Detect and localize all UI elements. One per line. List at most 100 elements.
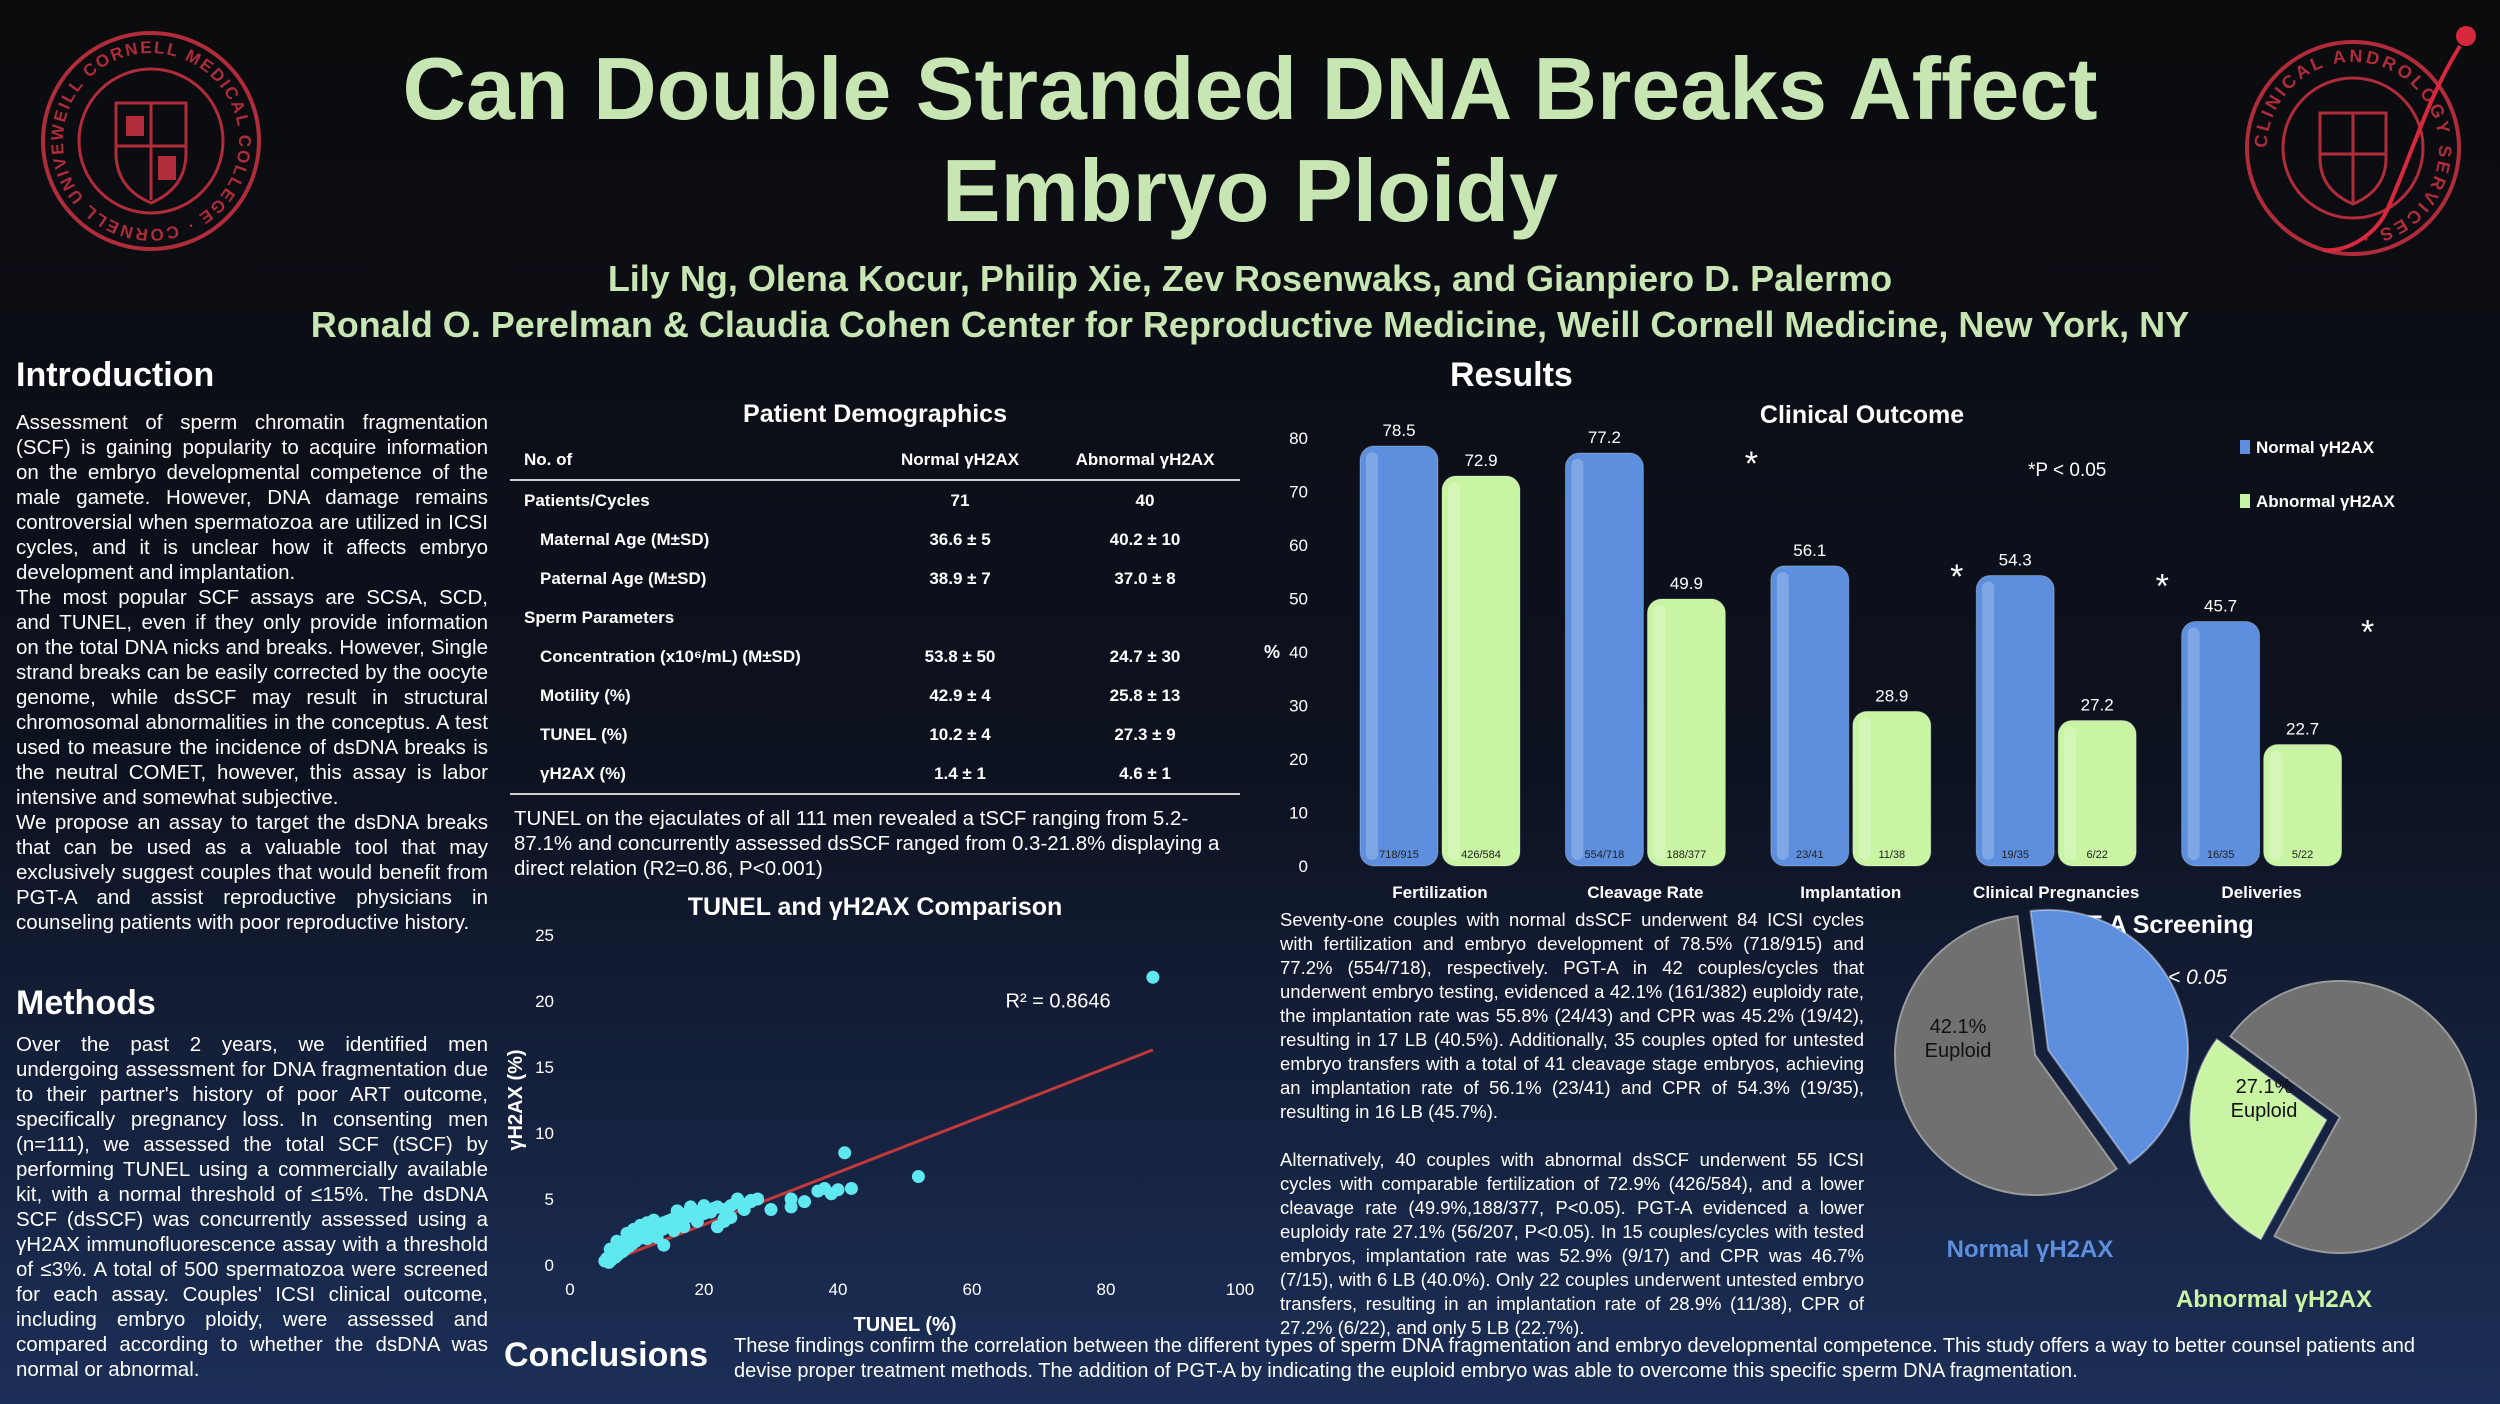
data-label: 28.9 <box>1875 686 1908 705</box>
bar <box>2057 719 2137 867</box>
data-point <box>697 1199 711 1213</box>
bar-body <box>1646 598 1726 867</box>
table-cell: 1.4 ± 1 <box>870 754 1050 795</box>
results-paragraph: Alternatively, 40 couples with abnormal … <box>1280 1149 1864 1338</box>
x-tick-label: Fertilization <box>1392 883 1487 902</box>
data-point <box>647 1213 661 1227</box>
p-value-note: *P < 0.05 <box>2028 460 2106 481</box>
count-label: 19/35 <box>2001 849 2029 861</box>
bar <box>1564 452 1644 867</box>
demographics-title: Patient Demographics <box>743 400 1007 428</box>
table-header-cell: Abnormal γH2AX <box>1050 440 1240 481</box>
data-label: 78.5 <box>1382 421 1415 440</box>
legend-swatch <box>2240 440 2250 454</box>
table-row: Patients/Cycles 71 40 <box>510 480 1240 520</box>
pie-percent-label: 42.1% <box>1930 1016 1987 1038</box>
data-point <box>677 1220 691 1234</box>
bar-body <box>1441 475 1521 867</box>
bar-body <box>1975 574 2055 867</box>
data-label: 77.2 <box>1588 428 1621 447</box>
data-point <box>784 1192 798 1206</box>
methods-paragraph: Over the past 2 years, we identified men… <box>16 1033 488 1381</box>
scatter-chart-title: TUNEL and γH2AX Comparison <box>687 893 1063 921</box>
y-tick-label: 30 <box>1289 697 1308 716</box>
table-cell: Patients/Cycles <box>524 490 650 510</box>
methods-heading: Methods <box>16 984 156 1022</box>
pie-group-name: Abnormal γH2AX <box>2176 1286 2372 1313</box>
data-point <box>724 1210 738 1224</box>
table-cell: 53.8 ± 50 <box>924 646 996 666</box>
data-label: 27.2 <box>2081 695 2114 714</box>
data-label: 22.7 <box>2286 720 2319 739</box>
table-cell: 36.6 ± 5 <box>929 529 991 549</box>
conclusions-heading: Conclusions <box>504 1336 709 1374</box>
data-point <box>764 1203 778 1217</box>
table-row: Concentration (x10⁶/mL) (M±SD) 53.8 ± 50… <box>510 637 1240 676</box>
table-header-row: No. of Normal γH2AX Abnormal γH2AX <box>510 440 1240 481</box>
x-tick-label: 0 <box>565 1280 574 1299</box>
affiliation: Ronald O. Perelman & Claudia Cohen Cente… <box>310 304 2190 345</box>
pie-category-label: Euploid <box>2231 1100 2298 1122</box>
y-axis-label: γH2AX (%) <box>505 1049 527 1150</box>
data-point <box>751 1192 765 1206</box>
y-tick-label: 20 <box>1289 750 1308 769</box>
data-point <box>838 1146 852 1160</box>
bar <box>1852 710 1932 867</box>
count-label: 188/377 <box>1667 849 1707 861</box>
y-tick-label: 15 <box>535 1058 554 1077</box>
table-cell: 4.6 ± 1 <box>1050 754 1240 795</box>
count-label: 11/38 <box>1878 849 1905 861</box>
data-point <box>731 1192 744 1206</box>
table-cell: Motility (%) <box>540 685 631 705</box>
table-row: TUNEL (%) 10.2 ± 4 27.3 ± 9 <box>510 715 1240 754</box>
y-tick-label: 0 <box>1299 857 1308 876</box>
data-label: 56.1 <box>1793 541 1826 560</box>
x-tick-label: 100 <box>1226 1280 1254 1299</box>
y-axis-label: % <box>1264 642 1280 662</box>
count-label: 426/584 <box>1461 849 1501 861</box>
table-row: Paternal Age (M±SD) 38.9 ± 7 37.0 ± 8 <box>510 559 1240 598</box>
table-cell: 24.7 ± 30 <box>1109 646 1181 666</box>
bar <box>1975 574 2055 867</box>
bar-chart-title: Clinical Outcome <box>1760 401 1964 429</box>
y-tick-label: 20 <box>535 992 554 1011</box>
table-header-cell: No. of <box>510 440 870 481</box>
bar-highlight <box>1653 605 1666 860</box>
r-squared-label: R² = 0.8646 <box>1006 991 1111 1013</box>
bar-highlight <box>2187 627 2200 860</box>
table-cell: 38.9 ± 7 <box>929 568 991 588</box>
table-cell: γH2AX (%) <box>510 754 870 795</box>
introduction-text: Assessment of sperm chromatin fragmentat… <box>16 410 488 935</box>
x-tick-label: Clinical Pregnancies <box>1973 883 2139 902</box>
data-label: 49.9 <box>1670 574 1703 593</box>
data-point <box>667 1224 681 1238</box>
bar-highlight <box>2269 750 2282 860</box>
poster-title: Can Double Stranded DNA Breaks Affect Em… <box>402 39 2098 240</box>
y-tick-label: 0 <box>545 1256 554 1275</box>
table-cell: 40.2 ± 10 <box>1109 529 1181 549</box>
significance-star: * <box>2156 567 2169 605</box>
bar <box>2181 621 2261 867</box>
data-point <box>911 1170 925 1184</box>
bar <box>1441 475 1521 867</box>
data-point <box>684 1200 698 1214</box>
bar-body <box>2263 744 2343 867</box>
table-cell: 71 <box>950 490 970 510</box>
data-point <box>831 1183 845 1197</box>
pie-category-label: Euploid <box>1925 1040 1992 1062</box>
y-tick-label: 70 <box>1289 483 1308 502</box>
table-cell: TUNEL (%) <box>540 724 628 744</box>
bar <box>1770 565 1850 867</box>
x-tick-label: Cleavage Rate <box>1587 883 1703 902</box>
data-label: 72.9 <box>1464 451 1497 470</box>
y-tick-label: 10 <box>1289 804 1308 823</box>
x-axis-label: TUNEL (%) <box>854 1314 957 1336</box>
significance-star: * <box>1950 558 1963 596</box>
legend-label: Normal γH2AX <box>2256 438 2375 457</box>
bar-highlight <box>1776 571 1789 860</box>
data-point <box>623 1228 637 1242</box>
x-tick-label: Implantation <box>1800 883 1901 902</box>
bar-body <box>1770 565 1850 867</box>
introduction-heading: Introduction <box>16 356 215 394</box>
data-point <box>650 1230 664 1244</box>
